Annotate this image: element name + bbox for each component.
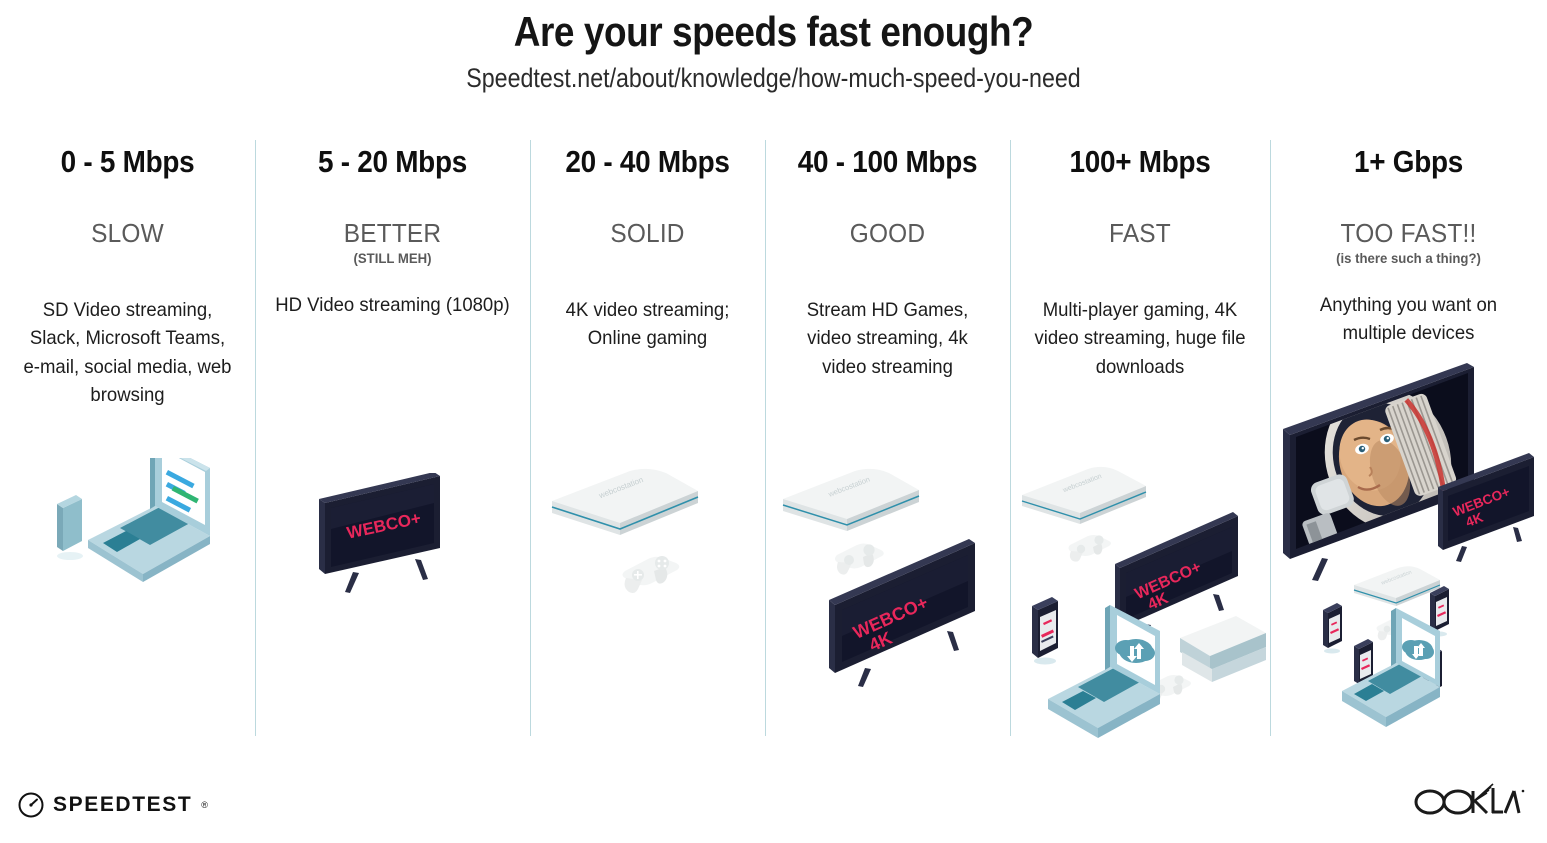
game-console-icon: webcostation (782, 468, 920, 531)
all-devices-illustration: WEBCO+ 4K webcostation (1283, 363, 1534, 727)
gamepad-icon (1068, 535, 1111, 562)
router-box-icon (1180, 616, 1266, 682)
tv-4k-icon: WEBCO+ 4K (829, 539, 975, 687)
device-illustration-group: webcostation (530, 463, 765, 603)
page-subtitle-url: Speedtest.net/about/knowledge/how-much-s… (466, 63, 1081, 94)
gamepad-icon (835, 543, 884, 575)
speedtest-trademark: ® (201, 800, 208, 810)
tv-4k-icon: WEBCO+ 4K (1115, 512, 1238, 641)
speed-rating-sublabel: (is there such a thing?) (1336, 250, 1481, 266)
speed-description: Anything you want on multiple devices (1319, 294, 1498, 345)
column-divider (1270, 140, 1271, 736)
speed-tier-column-2: 20 - 40 Mbps SOLID 4K video streaming; O… (530, 138, 765, 738)
laptop-icon (88, 440, 210, 582)
speed-rating-label: SOLID (610, 218, 685, 248)
device-illustration-group: WEBCO+ (255, 472, 530, 603)
gamepad-icon (622, 556, 680, 593)
speed-range-label: 20 - 40 Mbps (565, 144, 730, 179)
console-gamepad-tv-illustration: webcostation WEBCO+ 4K (782, 468, 975, 687)
speed-range-label: 0 - 5 Mbps (60, 144, 195, 179)
speed-tier-column-3: 40 - 100 Mbps GOOD Stream HD Games, vide… (765, 138, 1010, 738)
speed-rating-label: TOO FAST!! (1340, 218, 1477, 248)
tv-astronaut-icon (1283, 363, 1474, 581)
speed-tier-columns: 0 - 5 Mbps SLOW SD Video streaming, Slac… (0, 138, 1547, 738)
speedtest-logo[interactable]: SPEEDTEST ® (18, 792, 208, 818)
game-console-icon: webcostation (1353, 566, 1441, 606)
tv-icon: WEBCO+ (319, 472, 440, 593)
column-divider (765, 140, 766, 736)
tv-resolution-label: 4K (1464, 510, 1486, 530)
speed-description: SD Video streaming, Slack, Microsoft Tea… (23, 299, 232, 406)
phone-icon (57, 495, 83, 560)
phone-icon (1032, 597, 1058, 665)
speed-range-label: 5 - 20 Mbps (318, 144, 467, 179)
laptop-icon (1342, 608, 1440, 727)
column-divider (255, 140, 256, 736)
speed-description: 4K video streaming; Online gaming (565, 299, 730, 350)
device-illustration-group: webcostation WEBCO+ 4K (765, 463, 1010, 688)
laptop-and-phone-illustration (57, 440, 210, 582)
cloud-sync-icon (1402, 640, 1434, 660)
speed-tier-column-5: 1+ Gbps TOO FAST!! (is there such a thin… (1270, 138, 1547, 738)
phone-icon (1323, 603, 1342, 654)
speed-tier-column-1: 5 - 20 Mbps BETTER (STILL MEH) HD Video … (255, 138, 530, 738)
tv-4k-icon: WEBCO+ 4K (1438, 453, 1534, 562)
speed-rating-label: SLOW (91, 218, 164, 248)
cloud-sync-icon (1115, 639, 1155, 663)
game-console-icon: webcostation (1021, 466, 1147, 524)
device-illustration-group: WEBCO+ 4K webcostation (1270, 363, 1547, 738)
speed-rating-sublabel: (STILL MEH) (353, 250, 432, 266)
speed-range-label: 1+ Gbps (1354, 144, 1463, 179)
column-divider (1010, 140, 1011, 736)
phone-icon (1430, 586, 1449, 637)
speed-description: HD Video streaming (1080p) (275, 294, 510, 316)
device-illustration-group (0, 440, 255, 598)
speed-rating-label: FAST (1109, 218, 1171, 248)
ookla-wordmark (1414, 783, 1525, 815)
speed-range-label: 100+ Mbps (1069, 144, 1211, 179)
speed-range-label: 40 - 100 Mbps (797, 144, 978, 179)
speedometer-icon (18, 792, 44, 818)
speedtest-wordmark: SPEEDTEST (53, 793, 193, 816)
column-divider (530, 140, 531, 736)
laptop-icon (1048, 605, 1160, 738)
console-and-gamepad-illustration: webcostation (551, 468, 699, 593)
speed-description: Stream HD Games, video streaming, 4k vid… (806, 299, 969, 378)
page-title: Are your speeds fast enough? (513, 8, 1034, 55)
speed-tier-column-4: 100+ Mbps FAST Multi-player gaming, 4K v… (1010, 138, 1270, 738)
page-footer: SPEEDTEST ® (0, 753, 1547, 843)
multi-device-illustration: webcostation WEBCO+ (1021, 466, 1266, 738)
speed-description: Multi-player gaming, 4K video streaming,… (1034, 299, 1246, 378)
speed-rating-label: BETTER (343, 218, 442, 248)
ookla-logo[interactable] (1413, 782, 1525, 821)
tv-illustration: WEBCO+ (319, 472, 440, 593)
device-illustration-group: webcostation WEBCO+ (1010, 463, 1270, 738)
page-header: Are your speeds fast enough? Speedtest.n… (0, 0, 1547, 95)
speed-tier-column-0: 0 - 5 Mbps SLOW SD Video streaming, Slac… (0, 138, 255, 738)
game-console-icon: webcostation (551, 468, 699, 535)
speed-rating-label: GOOD (849, 218, 926, 248)
